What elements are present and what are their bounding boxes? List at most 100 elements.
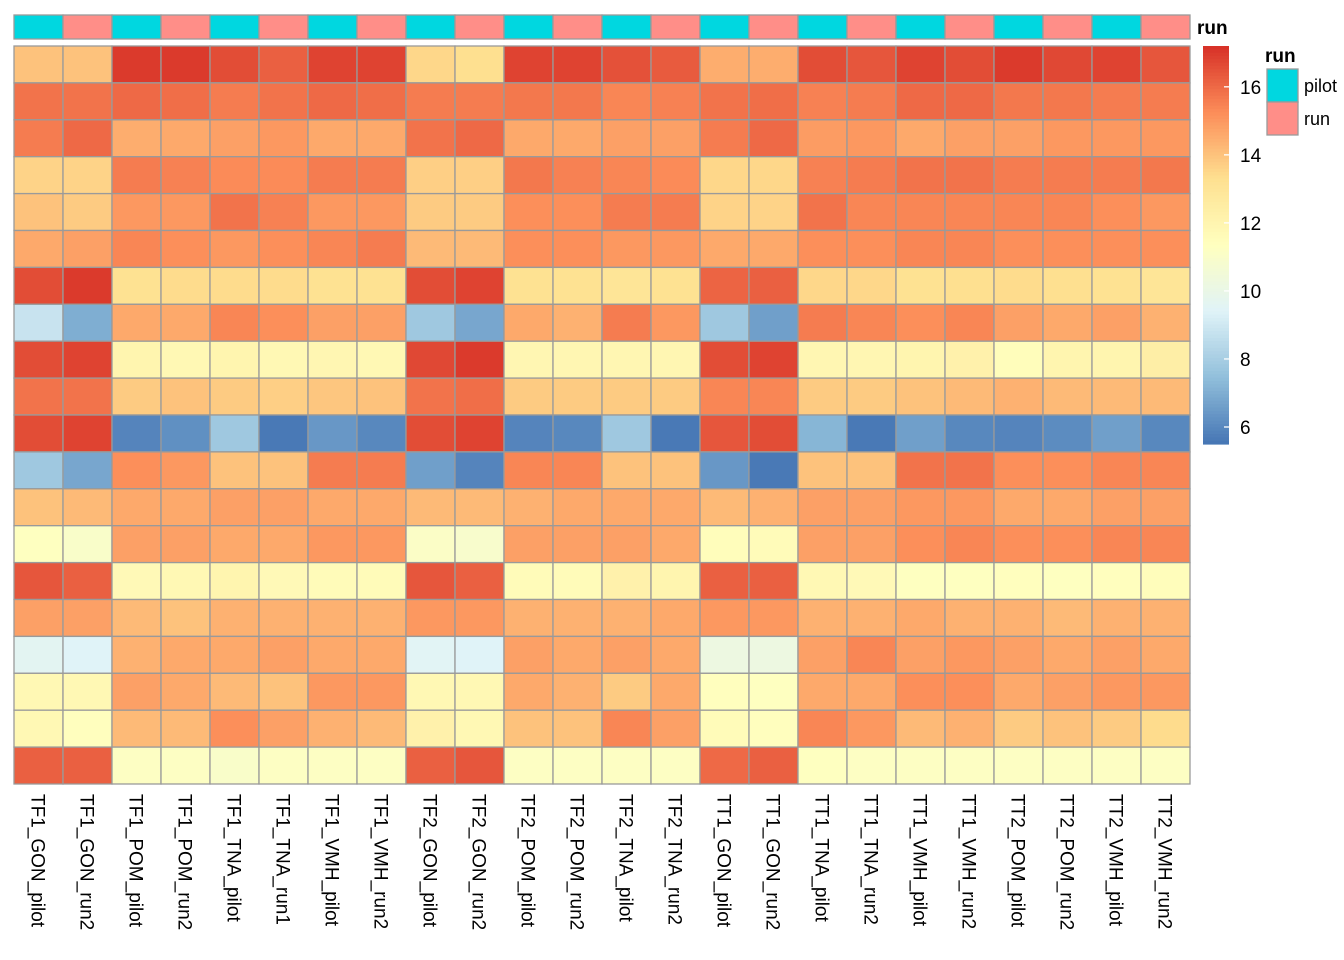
heatmap-cell — [748, 340, 799, 379]
heatmap-cell — [1042, 451, 1093, 490]
heatmap-cell — [62, 82, 113, 121]
heatmap-cell — [160, 746, 211, 785]
colorbar-segment — [1203, 95, 1229, 100]
heatmap-cell — [307, 192, 358, 232]
heatmap-cell — [62, 709, 113, 748]
heatmap-cell — [307, 266, 358, 305]
heatmap-cell — [699, 303, 750, 342]
heatmap-cell — [650, 598, 701, 638]
heatmap-cell — [748, 377, 799, 416]
heatmap-cell — [1042, 377, 1093, 416]
heatmap-cell — [307, 672, 358, 711]
colorbar-segment — [1203, 208, 1229, 213]
colorbar-segment — [1203, 55, 1229, 60]
colorbar-segment — [1203, 354, 1229, 359]
heatmap-cell — [503, 414, 554, 453]
heatmap-cell — [1042, 229, 1093, 269]
heatmap-cell — [993, 561, 1044, 601]
annotation-cell — [405, 14, 456, 40]
heatmap-cell — [846, 82, 897, 121]
heatmap-cell — [1140, 451, 1191, 490]
heatmap-cell — [944, 598, 995, 638]
heatmap-cell — [307, 303, 358, 342]
heatmap-cell — [1140, 229, 1191, 269]
heatmap-cell — [650, 561, 701, 601]
heatmap-cell — [160, 82, 211, 121]
heatmap-cell — [699, 229, 750, 269]
heatmap-cell — [356, 377, 407, 416]
heatmap-cell — [307, 561, 358, 601]
colorbar-segment — [1203, 46, 1229, 50]
heatmap-cell — [797, 266, 848, 305]
heatmap-cell — [356, 45, 407, 84]
heatmap-cell — [111, 82, 162, 121]
colorbar-segment — [1203, 367, 1229, 372]
heatmap-cell — [405, 561, 456, 601]
heatmap-cell — [895, 598, 946, 638]
heatmap-cell — [62, 414, 113, 453]
heatmap-cell — [1091, 561, 1142, 601]
heatmap-cell — [1091, 525, 1142, 564]
colorbar-segment — [1203, 281, 1229, 286]
heatmap-cell — [895, 561, 946, 601]
heatmap-cell — [1140, 635, 1191, 674]
heatmap-cell — [797, 45, 848, 84]
heatmap-cell — [1091, 746, 1142, 785]
heatmap-cell — [797, 340, 848, 379]
colorbar-segment — [1203, 294, 1229, 299]
heatmap-cell — [601, 561, 652, 601]
heatmap-cell — [307, 82, 358, 121]
heatmap-cell — [601, 451, 652, 490]
column-label: TF1_VMH_run2 — [370, 794, 391, 929]
heatmap-cell — [699, 451, 750, 490]
heatmap-cell — [405, 229, 456, 269]
heatmap-cell — [454, 561, 505, 601]
colorbar-segment — [1203, 351, 1229, 356]
heatmap-cell — [62, 561, 113, 601]
heatmap-cell — [503, 45, 554, 84]
heatmap-cell — [1091, 156, 1142, 195]
heatmap-cell — [944, 45, 995, 84]
heatmap-cell — [209, 561, 260, 601]
heatmap-cell — [258, 377, 309, 416]
heatmap-cell — [258, 303, 309, 342]
heatmap-cell — [160, 377, 211, 416]
heatmap-cell — [1042, 303, 1093, 342]
heatmap-cell — [650, 525, 701, 564]
heatmap-cell — [111, 414, 162, 453]
heatmap-cell — [258, 414, 309, 453]
heatmap-cell — [405, 598, 456, 638]
heatmap-cell — [454, 451, 505, 490]
heatmap-cell — [209, 746, 260, 785]
colorbar-segment — [1203, 407, 1229, 412]
colorbar-segment — [1203, 404, 1229, 409]
heatmap-cell — [993, 377, 1044, 416]
colorbar-segment — [1203, 188, 1229, 193]
heatmap-cell — [405, 525, 456, 564]
heatmap-cell — [405, 340, 456, 379]
colorbar-segment — [1203, 298, 1229, 302]
colorbar-segment — [1203, 165, 1229, 170]
colorbar-segment — [1203, 387, 1229, 392]
colorbar-segment — [1203, 198, 1229, 203]
heatmap-cell — [650, 340, 701, 379]
heatmap-cell — [258, 525, 309, 564]
heatmap-cell — [552, 414, 603, 453]
heatmap-cell — [699, 709, 750, 748]
heatmap-cell — [895, 82, 946, 121]
heatmap-cell — [111, 266, 162, 305]
heatmap-cell — [748, 561, 799, 601]
heatmap-cell — [552, 709, 603, 748]
colorbar-segment — [1203, 65, 1229, 70]
colorbar-segment — [1203, 142, 1229, 147]
heatmap-cell — [356, 561, 407, 601]
heatmap-cell — [258, 561, 309, 601]
heatmap-cell — [209, 451, 260, 490]
heatmap-cell — [111, 156, 162, 195]
heatmap-cell — [454, 377, 505, 416]
colorbar-segment — [1203, 271, 1229, 276]
heatmap-cell — [650, 156, 701, 195]
heatmap-cell — [797, 192, 848, 232]
heatmap-cell — [356, 156, 407, 195]
colorbar-segment — [1203, 138, 1229, 143]
